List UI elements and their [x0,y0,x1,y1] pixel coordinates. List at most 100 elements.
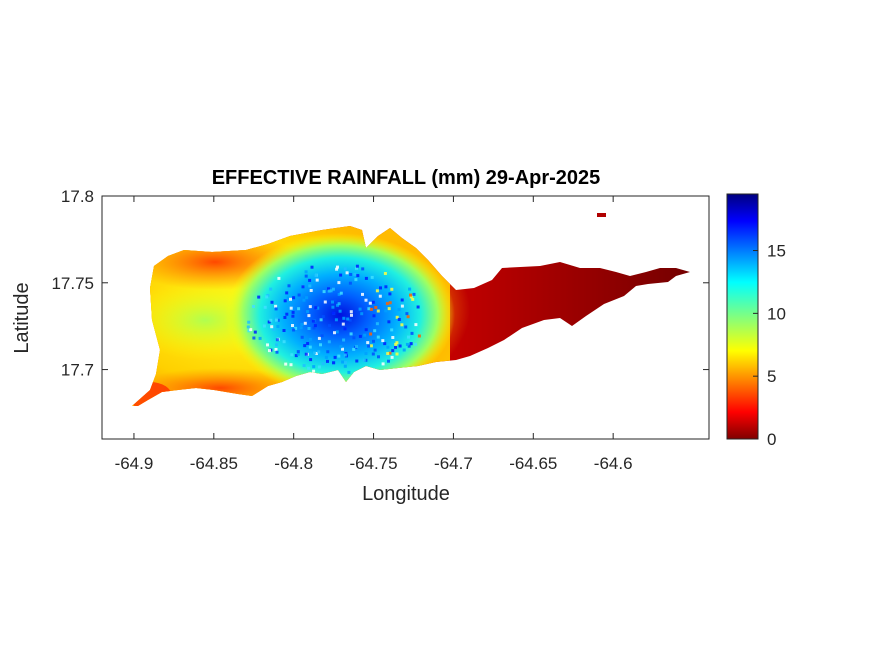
field-pixel [287,284,291,288]
field-pixel [369,332,373,336]
field-pixel [258,336,262,340]
field-pixel [272,327,276,331]
field-pixel [315,278,319,282]
field-pixel [316,306,320,310]
field-pixel [375,289,379,293]
field-pixel [321,315,325,319]
field-pixel [410,331,414,335]
colorbar-tick-label: 5 [767,367,776,386]
field-pixel [324,355,328,359]
field-pixel [339,291,343,295]
field-pixel [363,333,367,337]
field-pixel [311,319,315,323]
field-pixel [350,313,353,317]
field-pixel [387,307,391,311]
field-pixel [367,307,371,311]
field-pixel [354,278,358,282]
field-pixel [379,286,382,290]
field-pixel [313,351,317,355]
field-pixel [321,362,325,366]
field-pixel [299,326,303,330]
field-pixel [343,267,347,271]
field-pixel [405,342,409,346]
y-tick-label: 17.75 [51,274,94,293]
field-pixel [323,300,327,304]
field-pixel [247,329,251,333]
field-pixel [349,310,353,314]
field-pixel [367,344,371,348]
field-pixel [388,292,392,296]
chart-title: EFFECTIVE RAINFALL (mm) 29-Apr-2025 [212,167,601,189]
field-pixel [308,345,312,349]
field-pixel [337,354,341,358]
field-pixel [296,350,300,354]
field-pixel [381,362,385,366]
field-pixel [270,325,274,329]
field-pixel [414,323,418,327]
field-pixel [283,316,287,319]
field-pixel [247,320,251,324]
field-pixel [313,324,317,328]
field-pixel [307,314,311,318]
field-pixel [417,334,421,338]
field-pixel [381,339,385,343]
field-pixel [339,345,343,349]
field-pixel [307,366,311,370]
field-pixel [369,344,373,348]
field-pixel [337,292,341,296]
x-tick-label: -64.65 [509,454,557,473]
field-pixel [346,317,350,321]
field-pixel [312,326,316,330]
field-pixel [370,275,374,279]
field-pixel [334,318,338,322]
field-pixel [289,297,292,301]
x-tick-label: -64.8 [274,454,313,473]
field-pixel [347,370,351,374]
colorbar-tick-label: 15 [767,242,786,261]
field-pixel [304,352,308,356]
field-pixel [300,335,304,339]
field-pixel [289,306,293,310]
x-axis: -64.9 -64.85 -64.8 -64.75 -64.7 -64.65 -64.6 [115,196,633,473]
field-pixel [333,355,337,359]
field-pixel [331,311,335,315]
field-pixel [337,281,341,285]
field-pixel [372,339,375,343]
field-pixel [341,347,344,351]
field-pixel [269,318,273,322]
field-pixel [344,361,347,365]
field-pixel [406,315,410,319]
field-pixel [388,301,392,305]
field-pixel [341,360,345,364]
field-pixel [408,287,412,291]
field-pixel [297,293,301,297]
field-pixel [391,349,395,353]
field-pixel [358,370,362,374]
field-pixel [288,311,292,315]
field-pixel [390,355,394,359]
field-pixel [282,329,286,332]
field-pixel [332,361,335,365]
field-pixel [349,332,353,336]
field-pixel [400,304,404,308]
field-pixel [307,327,311,330]
colorbar [726,193,759,440]
field-pixel [312,369,316,373]
field-pixel [342,338,346,342]
field-pixel [345,271,349,275]
field-pixel [253,330,257,334]
field-pixel [361,292,364,296]
field-pixel [331,305,335,309]
field-pixel [257,295,261,299]
field-pixel [395,352,399,356]
field-pixel [375,322,379,326]
field-pixel [404,325,408,329]
field-pixel [386,352,390,356]
field-pixel [394,342,398,346]
x-tick-label: -64.85 [190,454,238,473]
field-pixel [274,348,278,351]
field-pixel [385,302,389,306]
field-pixel [283,299,287,303]
field-pixel [387,320,391,324]
field-pixel [339,273,343,277]
